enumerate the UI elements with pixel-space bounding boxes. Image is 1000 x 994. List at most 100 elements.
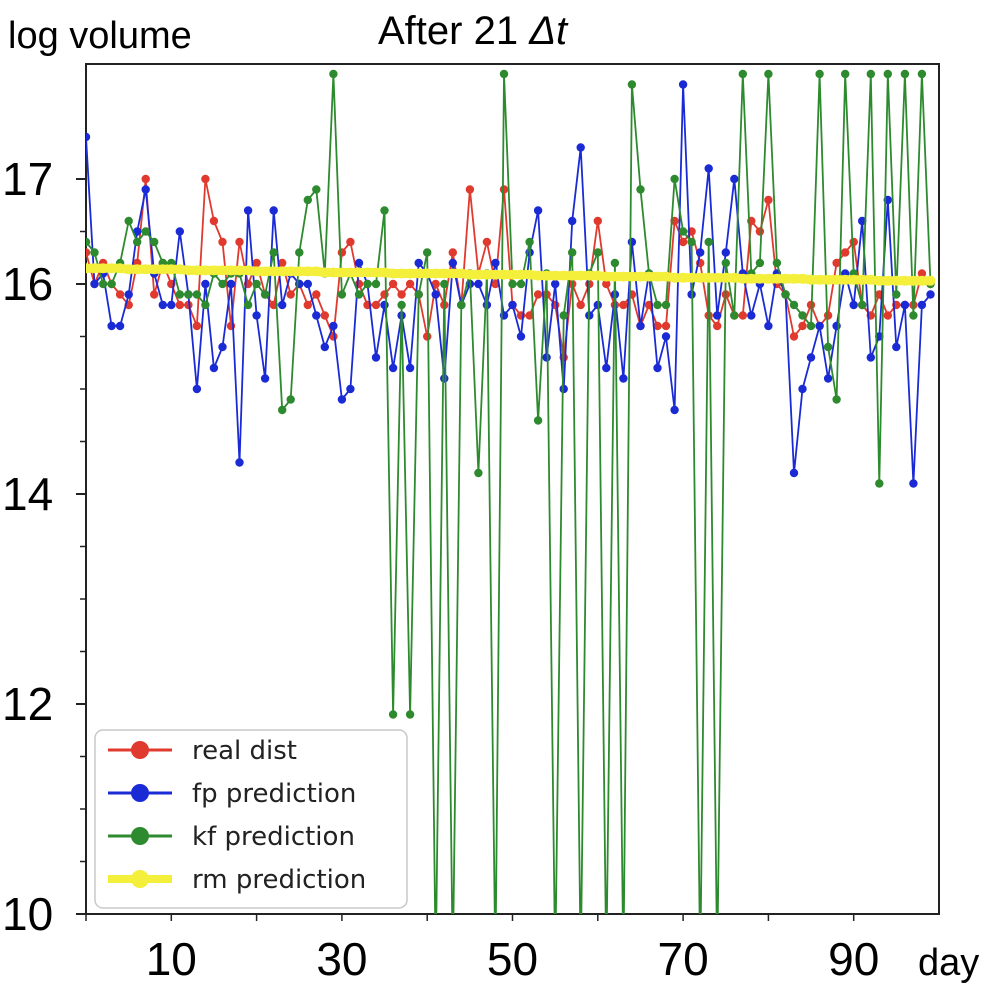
data-point-s0-90	[849, 237, 858, 247]
data-point-s2-16	[218, 279, 227, 289]
chart-title-var: Δt	[528, 9, 569, 53]
data-point-s3-58	[575, 270, 586, 281]
data-point-s2-83	[789, 300, 799, 310]
data-point-s1-35	[380, 300, 389, 310]
data-point-s2-76	[730, 311, 739, 320]
data-point-s3-74	[712, 272, 723, 283]
data-point-s3-28	[319, 267, 330, 278]
data-point-s3-83	[789, 273, 799, 284]
data-point-s1-68	[661, 332, 671, 341]
data-point-s2-44	[457, 300, 466, 310]
data-point-s1-63	[619, 374, 628, 383]
legend-marker-2	[131, 827, 149, 845]
data-point-s0-24	[286, 290, 295, 299]
data-point-s1-19	[243, 206, 253, 215]
data-point-s2-38	[405, 710, 415, 719]
data-point-s2-33	[363, 279, 372, 289]
data-point-s3-8	[149, 264, 160, 275]
data-point-s3-88	[831, 274, 842, 285]
data-point-s2-25	[295, 248, 304, 257]
data-point-s2-63	[619, 962, 627, 970]
data-point-s3-13	[191, 265, 202, 276]
data-point-s0-37	[397, 290, 406, 299]
data-point-s1-69	[670, 405, 679, 415]
data-point-s1-27	[312, 311, 321, 320]
data-point-s0-67	[653, 321, 662, 331]
data-point-s2-51	[516, 279, 526, 289]
data-point-s3-57	[567, 270, 578, 281]
data-point-s2-14	[201, 300, 210, 310]
data-point-s0-38	[405, 279, 415, 289]
data-point-s3-94	[882, 275, 893, 286]
data-point-s3-35	[379, 267, 390, 278]
data-point-s1-76	[730, 174, 739, 184]
data-point-s0-27	[312, 290, 321, 299]
data-point-s1-18	[235, 458, 244, 467]
data-point-s1-20	[252, 311, 261, 320]
data-point-s2-62	[610, 258, 620, 268]
data-point-s3-87	[823, 274, 834, 285]
data-point-s2-26	[303, 195, 312, 205]
y-tick-label-2: 14	[2, 468, 53, 520]
data-point-s3-3	[106, 263, 117, 274]
data-point-s3-99	[925, 275, 936, 286]
legend-label-2: kf prediction	[192, 822, 355, 852]
data-point-s2-30	[337, 290, 347, 299]
data-point-s1-87	[823, 374, 833, 383]
data-point-s1-41	[431, 290, 440, 299]
data-point-s2-71	[687, 237, 696, 247]
data-point-s3-16	[217, 265, 228, 276]
data-point-s3-24	[285, 266, 296, 277]
data-point-s1-86	[815, 321, 824, 331]
data-point-s2-58	[577, 962, 585, 970]
data-point-s3-81	[771, 273, 782, 284]
data-point-s3-12	[183, 265, 194, 276]
data-point-s2-69	[670, 174, 679, 184]
data-point-s3-32	[354, 267, 364, 278]
data-point-s2-91	[858, 300, 867, 310]
data-point-s1-5	[124, 290, 133, 299]
data-point-s0-20	[252, 258, 261, 268]
data-point-s0-31	[346, 237, 355, 247]
data-point-s3-68	[661, 271, 671, 282]
data-point-s0-8	[150, 290, 159, 299]
data-point-s0-70	[678, 237, 688, 247]
data-point-s1-11	[175, 227, 184, 236]
data-point-s2-98	[917, 69, 927, 79]
data-point-s3-50	[507, 269, 518, 280]
data-point-s0-11	[175, 300, 184, 310]
data-point-s3-49	[499, 269, 509, 280]
data-point-s1-13	[192, 384, 202, 394]
data-point-s3-17	[226, 265, 236, 276]
data-point-s3-77	[737, 273, 748, 284]
data-point-s1-97	[909, 479, 918, 488]
data-point-s3-37	[396, 268, 407, 279]
data-point-s1-42	[440, 374, 449, 383]
legend-label-1: fp prediction	[192, 779, 356, 809]
data-point-s2-24	[286, 395, 295, 404]
data-point-s3-62	[609, 271, 620, 282]
data-point-s3-79	[754, 273, 765, 284]
data-point-s3-80	[763, 273, 774, 284]
legend-box	[94, 729, 408, 909]
data-point-s2-13	[192, 290, 202, 299]
data-point-s3-63	[618, 271, 629, 282]
data-point-s1-67	[653, 363, 662, 373]
data-point-s1-95	[892, 342, 901, 352]
data-point-s1-43	[448, 258, 457, 268]
data-point-s2-12	[184, 290, 193, 299]
data-point-s0-61	[602, 279, 611, 289]
data-point-s2-52	[525, 237, 534, 247]
data-point-s1-4	[115, 321, 125, 331]
data-point-s1-58	[576, 143, 585, 152]
data-point-s1-21	[260, 374, 270, 383]
data-point-s3-78	[746, 273, 757, 284]
data-point-s2-65	[636, 185, 645, 194]
y-tick-label-3: 16	[2, 258, 53, 310]
data-point-s0-94	[883, 311, 892, 320]
data-point-s3-64	[626, 271, 637, 282]
data-point-s3-75	[720, 272, 731, 283]
data-point-s1-93	[875, 332, 884, 341]
x-tick-label-3: 70	[658, 933, 709, 985]
data-point-s3-55	[550, 270, 561, 281]
